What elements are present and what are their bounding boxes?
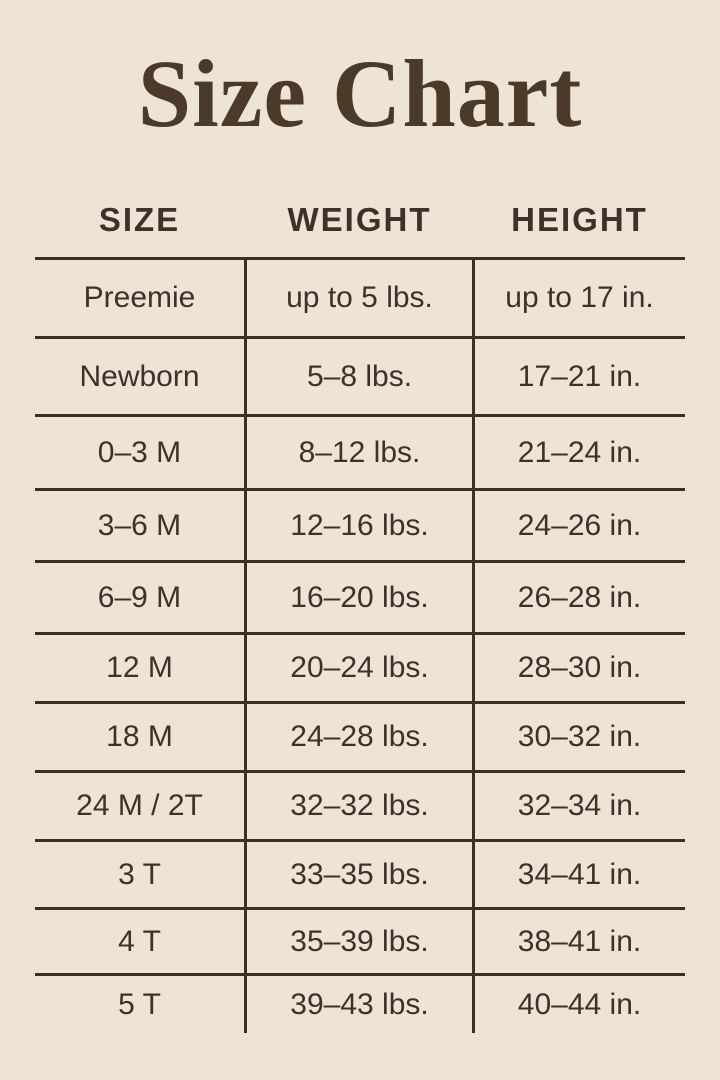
height-cell: 40–44 in. <box>517 987 642 1021</box>
page-title: Size Chart <box>137 40 583 147</box>
size-cell: 3–6 M <box>97 508 182 542</box>
table-row: 5 T 39–43 lbs. 40–44 in. <box>35 973 685 1033</box>
height-cell: 34–41 in. <box>517 857 642 891</box>
size-cell: 24 M / 2T <box>76 789 203 822</box>
size-cell: 4 T <box>118 924 161 958</box>
height-cell: 28–30 in. <box>517 651 642 684</box>
size-cell: 3 T <box>118 857 161 891</box>
table-row: Newborn 5–8 lbs. 17–21 in. <box>35 336 685 414</box>
weight-cell: 35–39 lbs. <box>244 910 475 973</box>
size-cell: Newborn <box>79 359 200 393</box>
size-cell: 5 T <box>118 987 161 1021</box>
height-cell: 24–26 in. <box>517 508 642 542</box>
table-row: 12 M 20–24 lbs. 28–30 in. <box>35 632 685 701</box>
height-cell: 32–34 in. <box>517 789 642 822</box>
column-header-height: HEIGHT <box>511 201 648 238</box>
weight-cell: 5–8 lbs. <box>244 339 475 414</box>
table-row: 6–9 M 16–20 lbs. 26–28 in. <box>35 560 685 632</box>
height-cell: 21–24 in. <box>517 435 642 469</box>
weight-cell: 16–20 lbs. <box>244 563 475 632</box>
weight-cell: 20–24 lbs. <box>244 635 475 701</box>
height-cell: up to 17 in. <box>505 281 654 314</box>
size-cell: 18 M <box>106 720 173 753</box>
table-row: 4 T 35–39 lbs. 38–41 in. <box>35 907 685 973</box>
weight-cell: 32–32 lbs. <box>244 773 475 839</box>
column-header-weight: WEIGHT <box>287 201 432 238</box>
size-cell: 6–9 M <box>97 580 182 614</box>
height-cell: 17–21 in. <box>517 359 642 393</box>
weight-cell: up to 5 lbs. <box>244 260 475 336</box>
table-row: 18 M 24–28 lbs. 30–32 in. <box>35 701 685 770</box>
table-row: Preemie up to 5 lbs. up to 17 in. <box>35 257 685 336</box>
weight-cell: 12–16 lbs. <box>244 491 475 560</box>
size-cell: Preemie <box>83 281 196 314</box>
height-cell: 38–41 in. <box>517 924 642 958</box>
size-cell: 0–3 M <box>97 435 182 469</box>
weight-cell: 8–12 lbs. <box>244 417 475 488</box>
weight-cell: 33–35 lbs. <box>244 842 475 907</box>
weight-cell: 24–28 lbs. <box>244 704 475 770</box>
column-header-size: SIZE <box>98 201 181 238</box>
height-cell: 30–32 in. <box>517 720 642 753</box>
size-cell: 12 M <box>106 651 173 684</box>
table-row: 3 T 33–35 lbs. 34–41 in. <box>35 839 685 907</box>
weight-cell: 39–43 lbs. <box>244 976 475 1033</box>
size-table: Preemie up to 5 lbs. up to 17 in. Newbor… <box>35 257 685 1033</box>
table-row: 24 M / 2T 32–32 lbs. 32–34 in. <box>35 770 685 839</box>
table-row: 3–6 M 12–16 lbs. 24–26 in. <box>35 488 685 560</box>
table-row: 0–3 M 8–12 lbs. 21–24 in. <box>35 414 685 488</box>
table-header-row: SIZE WEIGHT HEIGHT <box>35 198 685 242</box>
height-cell: 26–28 in. <box>517 580 642 614</box>
